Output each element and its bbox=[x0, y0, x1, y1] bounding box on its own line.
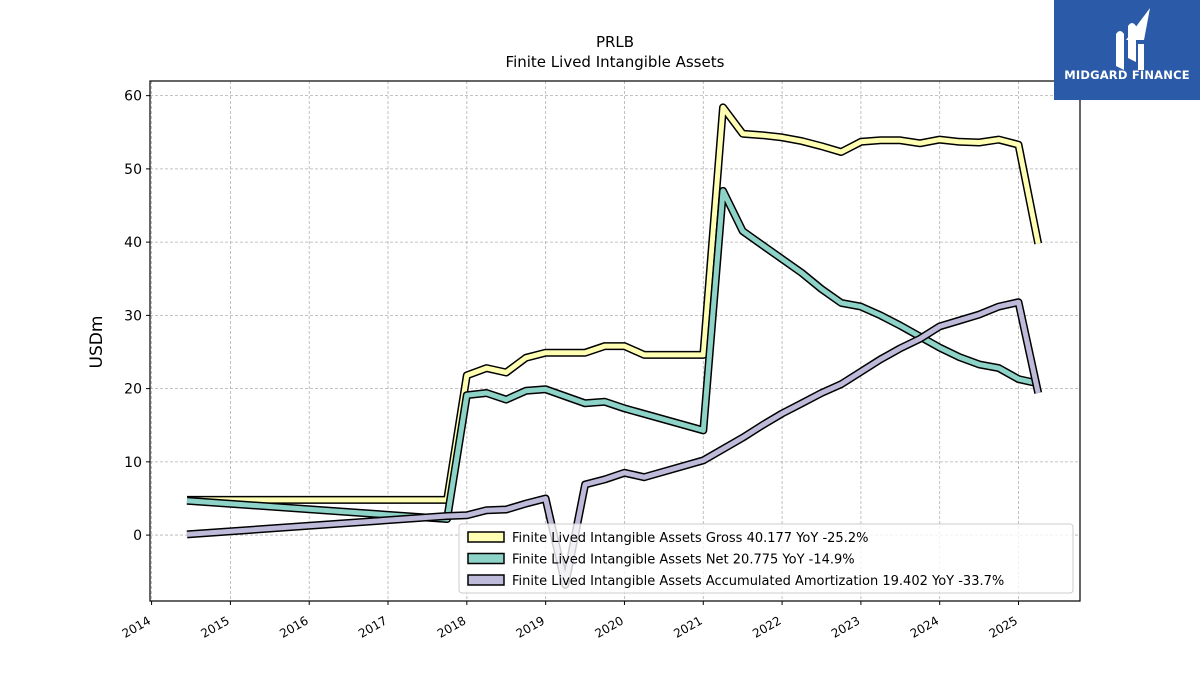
legend-swatch bbox=[467, 552, 505, 565]
x-tick-label: 2016 bbox=[277, 613, 310, 640]
y-tick-label: 40 bbox=[124, 235, 142, 251]
y-tick-label: 20 bbox=[124, 382, 142, 398]
legend-box bbox=[458, 523, 1074, 594]
x-tick-label: 2021 bbox=[671, 613, 704, 640]
series-line-1 bbox=[186, 188, 1039, 522]
y-tick-label: 10 bbox=[124, 455, 142, 471]
x-tick-label: 2018 bbox=[435, 613, 468, 640]
chart-subtitle: Finite Lived Intangible Assets bbox=[506, 53, 725, 71]
legend: Finite Lived Intangible Assets Gross 40.… bbox=[458, 523, 1074, 594]
x-tick-label: 2014 bbox=[120, 613, 153, 640]
x-tick-label: 2025 bbox=[987, 613, 1020, 640]
legend-label: Finite Lived Intangible Assets Gross 40.… bbox=[512, 531, 868, 546]
brand-logo: MIDGARD FINANCE bbox=[1054, 0, 1200, 100]
logo-mark-icon bbox=[1116, 8, 1150, 70]
y-tick-label: 30 bbox=[124, 308, 142, 324]
y-tick-label: 60 bbox=[124, 89, 142, 105]
x-tick-label: 2015 bbox=[198, 613, 231, 640]
x-tick-label: 2022 bbox=[750, 613, 783, 640]
y-tick-label: 50 bbox=[124, 162, 142, 178]
plot-frame bbox=[149, 80, 1081, 602]
chart-title: PRLB bbox=[596, 33, 634, 51]
y-tick-label: 0 bbox=[133, 528, 142, 544]
legend-label: Finite Lived Intangible Assets Net 20.77… bbox=[512, 553, 855, 568]
x-tick-label: 2023 bbox=[829, 613, 862, 640]
series-outline-0 bbox=[187, 103, 1043, 504]
series-line-2 bbox=[186, 299, 1041, 588]
y-axis-label: USDm bbox=[87, 316, 107, 369]
legend-swatch bbox=[467, 531, 505, 543]
logo-text: MIDGARD FINANCE bbox=[1064, 68, 1190, 82]
grid bbox=[150, 81, 1080, 601]
series-outline-1 bbox=[186, 186, 1040, 523]
legend-label: Finite Lived Intangible Assets Accumulat… bbox=[512, 574, 1004, 589]
x-tick-label: 2020 bbox=[593, 613, 626, 640]
x-tick-label: 2017 bbox=[356, 613, 389, 640]
series-line-0 bbox=[187, 104, 1041, 503]
x-tick-label: 2019 bbox=[514, 613, 547, 640]
series-lines bbox=[186, 103, 1043, 589]
legend-swatch bbox=[467, 574, 505, 586]
x-tick-label: 2024 bbox=[908, 613, 941, 640]
